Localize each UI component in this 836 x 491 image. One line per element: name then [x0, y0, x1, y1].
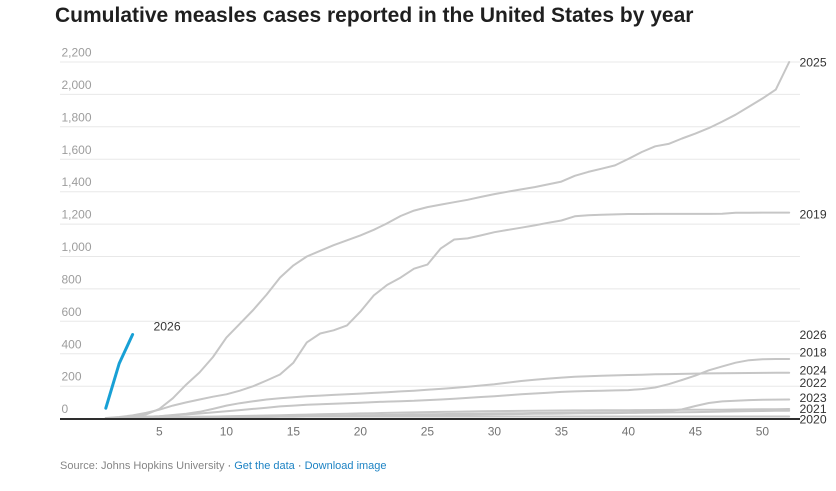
svg-text:45: 45: [689, 425, 703, 439]
svg-text:35: 35: [555, 425, 569, 439]
svg-text:2019: 2019: [800, 207, 827, 221]
svg-text:5: 5: [156, 425, 163, 439]
svg-text:2021: 2021: [800, 402, 827, 416]
svg-text:2024: 2024: [800, 363, 827, 377]
svg-text:2025: 2025: [800, 55, 827, 69]
svg-text:30: 30: [488, 425, 502, 439]
svg-text:1,000: 1,000: [62, 240, 92, 254]
svg-text:200: 200: [62, 370, 82, 384]
svg-text:2026: 2026: [800, 328, 827, 342]
svg-text:15: 15: [287, 425, 301, 439]
svg-text:2020: 2020: [800, 412, 827, 426]
svg-text:1,200: 1,200: [62, 208, 92, 222]
svg-text:20: 20: [354, 425, 368, 439]
svg-text:2023: 2023: [800, 391, 827, 405]
svg-text:2018: 2018: [800, 345, 827, 359]
svg-text:600: 600: [62, 305, 82, 319]
svg-text:2026: 2026: [154, 320, 181, 334]
svg-text:2022: 2022: [800, 376, 827, 390]
svg-text:2,000: 2,000: [62, 78, 92, 92]
svg-text:10: 10: [220, 425, 234, 439]
svg-text:1,600: 1,600: [62, 143, 92, 157]
svg-text:1,400: 1,400: [62, 175, 92, 189]
svg-text:25: 25: [421, 425, 435, 439]
svg-text:40: 40: [622, 425, 636, 439]
svg-text:1,800: 1,800: [62, 110, 92, 124]
svg-text:2,200: 2,200: [62, 46, 92, 60]
svg-text:400: 400: [62, 337, 82, 351]
svg-text:0: 0: [62, 402, 69, 416]
svg-text:50: 50: [756, 425, 770, 439]
svg-text:800: 800: [62, 272, 82, 286]
